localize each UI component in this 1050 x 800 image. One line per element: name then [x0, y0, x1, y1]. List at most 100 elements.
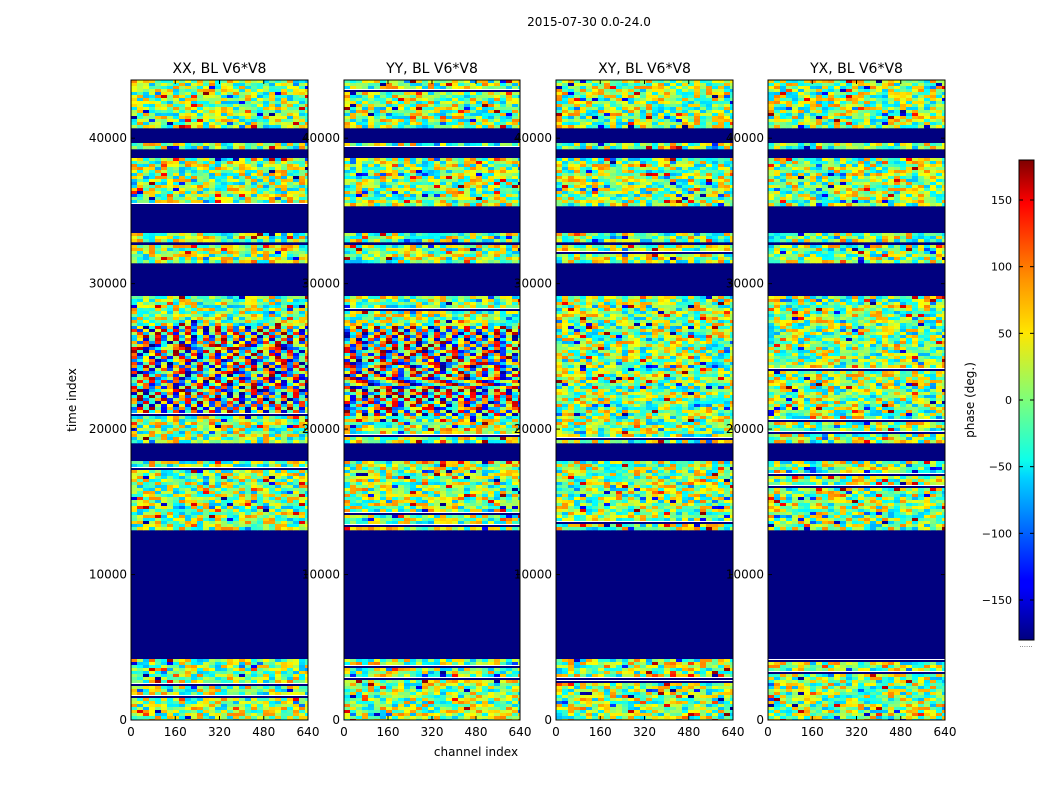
pixel	[269, 476, 276, 480]
pixel	[191, 296, 198, 300]
pixel	[215, 527, 222, 531]
pixel	[233, 386, 240, 390]
pixel	[494, 113, 501, 117]
pixel	[257, 716, 264, 720]
pixel	[197, 395, 204, 399]
pixel	[500, 179, 507, 183]
pixel	[428, 161, 435, 165]
pixel	[203, 191, 210, 195]
pixel	[173, 434, 180, 438]
pixel	[209, 110, 216, 114]
pixel	[179, 86, 186, 90]
pixel	[446, 143, 453, 147]
pixel	[374, 161, 381, 165]
pixel	[470, 203, 477, 207]
pixel	[506, 143, 513, 147]
pixel	[257, 365, 264, 369]
pixel	[233, 176, 240, 180]
pixel	[239, 407, 246, 411]
pixel	[149, 665, 156, 669]
pixel	[131, 104, 138, 108]
pixel	[269, 710, 276, 714]
pixel	[131, 182, 138, 186]
pixel	[185, 425, 192, 429]
pixel	[269, 245, 276, 249]
pixel	[392, 191, 399, 195]
pixel	[368, 86, 375, 90]
pixel	[239, 173, 246, 177]
pixel	[191, 125, 198, 129]
pixel	[191, 257, 198, 261]
pixel	[275, 122, 282, 126]
pixel	[506, 173, 513, 177]
pixel	[179, 440, 186, 444]
pixel	[251, 233, 258, 237]
pixel	[209, 698, 216, 702]
pixel	[143, 239, 150, 243]
pixel	[137, 416, 144, 420]
pixel	[233, 329, 240, 333]
pixel	[251, 185, 258, 189]
pixel	[518, 143, 520, 147]
pixel	[209, 488, 216, 492]
pixel	[245, 176, 252, 180]
pixel	[470, 122, 477, 126]
pixel	[179, 692, 186, 696]
pixel	[269, 200, 276, 204]
pixel	[245, 113, 252, 117]
pixel	[233, 254, 240, 258]
pixel	[149, 503, 156, 507]
pixel	[293, 341, 300, 345]
pixel	[173, 665, 180, 669]
pixel	[191, 677, 198, 681]
pixel	[299, 689, 306, 693]
pixel	[215, 143, 222, 147]
pixel	[275, 395, 282, 399]
pixel	[161, 95, 168, 99]
pixel	[155, 197, 162, 201]
pixel	[173, 704, 180, 708]
y-tick-label: 10000	[89, 568, 127, 582]
pixel	[155, 410, 162, 414]
pixel	[269, 668, 276, 672]
pixel	[233, 668, 240, 672]
pixel	[197, 431, 204, 435]
pixel	[197, 386, 204, 390]
pixel	[251, 479, 258, 483]
pixel	[257, 98, 264, 102]
pixel	[506, 182, 513, 186]
pixel	[191, 89, 198, 93]
pixel	[494, 110, 501, 114]
pixel	[305, 173, 308, 177]
pixel	[305, 479, 308, 483]
pixel	[293, 689, 300, 693]
pixel	[197, 521, 204, 525]
pixel	[227, 701, 234, 705]
pixel	[476, 173, 483, 177]
pixel	[287, 167, 294, 171]
pixel	[293, 416, 300, 420]
pixel	[299, 671, 306, 675]
pixel	[191, 437, 198, 441]
pixel	[287, 119, 294, 123]
pixel	[191, 395, 198, 399]
pixel	[287, 260, 294, 264]
pixel	[281, 122, 288, 126]
pixel	[500, 203, 507, 207]
pixel	[191, 497, 198, 501]
pixel	[263, 491, 270, 495]
pixel	[161, 110, 168, 114]
pixel	[161, 350, 168, 354]
pixel	[398, 83, 405, 87]
pixel	[227, 257, 234, 261]
pixel	[269, 362, 276, 366]
pixel	[275, 365, 282, 369]
pixel	[179, 491, 186, 495]
pixel	[512, 83, 519, 87]
pixel	[233, 674, 240, 678]
pixel	[197, 470, 204, 474]
pixel	[239, 161, 246, 165]
pixel	[233, 320, 240, 324]
pixel	[155, 164, 162, 168]
pixel	[392, 173, 399, 177]
